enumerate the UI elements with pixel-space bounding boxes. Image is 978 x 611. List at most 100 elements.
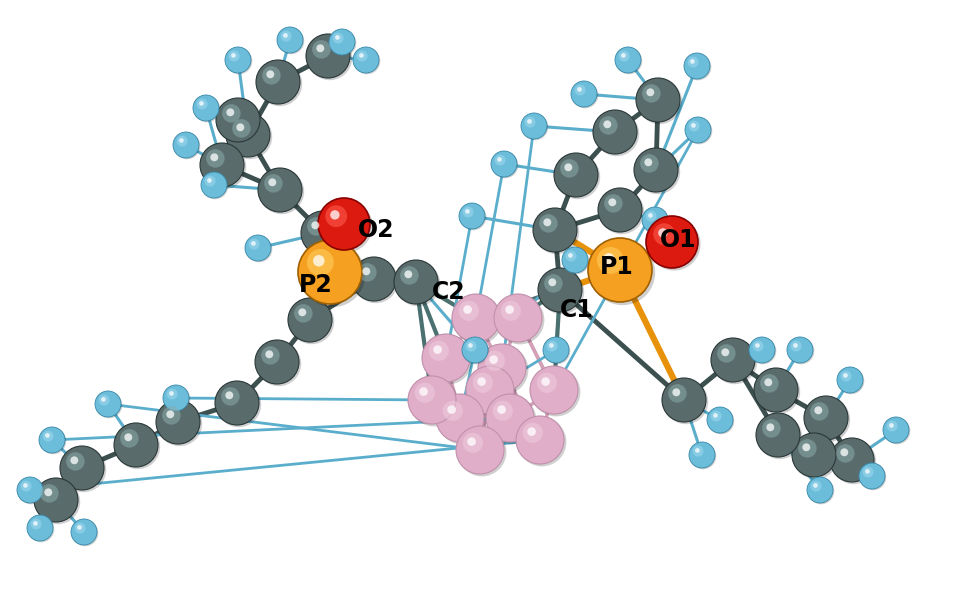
Circle shape: [453, 296, 502, 345]
Circle shape: [810, 481, 821, 492]
Circle shape: [688, 120, 699, 131]
Circle shape: [124, 433, 132, 441]
Circle shape: [288, 298, 332, 342]
Circle shape: [261, 346, 280, 365]
Circle shape: [667, 384, 686, 403]
Circle shape: [792, 343, 797, 348]
Circle shape: [215, 381, 259, 425]
Circle shape: [489, 355, 498, 364]
Circle shape: [200, 143, 244, 187]
Circle shape: [689, 59, 694, 64]
Circle shape: [634, 148, 678, 192]
Circle shape: [21, 481, 31, 492]
Circle shape: [268, 178, 276, 186]
Circle shape: [602, 120, 610, 128]
Circle shape: [500, 301, 520, 321]
Circle shape: [264, 174, 283, 192]
Circle shape: [694, 448, 699, 453]
Circle shape: [882, 417, 908, 443]
Circle shape: [353, 48, 379, 75]
Circle shape: [590, 240, 654, 306]
Circle shape: [803, 396, 847, 440]
Circle shape: [574, 85, 585, 95]
Circle shape: [710, 338, 754, 382]
Circle shape: [194, 96, 220, 122]
Circle shape: [199, 101, 203, 106]
Circle shape: [645, 211, 656, 222]
Circle shape: [791, 433, 835, 477]
Circle shape: [307, 217, 326, 236]
Circle shape: [806, 477, 832, 503]
Circle shape: [555, 155, 600, 199]
Circle shape: [797, 439, 816, 458]
Circle shape: [409, 378, 458, 426]
Circle shape: [393, 260, 437, 304]
Circle shape: [259, 169, 304, 214]
Circle shape: [753, 368, 797, 412]
Circle shape: [245, 236, 272, 262]
Circle shape: [645, 89, 653, 97]
Circle shape: [541, 377, 550, 386]
Circle shape: [463, 207, 473, 218]
Circle shape: [762, 419, 779, 437]
Circle shape: [635, 149, 680, 194]
Circle shape: [594, 111, 639, 156]
Circle shape: [217, 100, 262, 144]
Circle shape: [311, 221, 319, 229]
Circle shape: [353, 258, 398, 303]
Circle shape: [640, 154, 658, 173]
Circle shape: [463, 338, 489, 364]
Circle shape: [561, 247, 588, 273]
Circle shape: [886, 420, 897, 431]
Circle shape: [316, 45, 324, 53]
Circle shape: [319, 200, 373, 252]
Circle shape: [842, 373, 847, 378]
Circle shape: [888, 423, 893, 428]
Circle shape: [637, 79, 682, 124]
Circle shape: [534, 210, 579, 254]
Circle shape: [95, 391, 121, 417]
Circle shape: [802, 444, 810, 452]
Circle shape: [615, 48, 642, 75]
Circle shape: [526, 119, 531, 124]
Circle shape: [40, 484, 59, 503]
Circle shape: [236, 123, 244, 131]
Circle shape: [830, 439, 875, 484]
Circle shape: [593, 110, 637, 154]
Circle shape: [559, 159, 578, 178]
Circle shape: [497, 157, 502, 162]
Circle shape: [603, 194, 622, 213]
Circle shape: [169, 391, 174, 396]
Circle shape: [423, 335, 472, 384]
Circle shape: [428, 341, 449, 361]
Circle shape: [330, 210, 339, 219]
Circle shape: [23, 483, 27, 488]
Circle shape: [522, 423, 543, 443]
Circle shape: [757, 414, 801, 459]
Circle shape: [115, 424, 160, 469]
Circle shape: [467, 437, 475, 446]
Circle shape: [539, 214, 557, 233]
Circle shape: [466, 341, 476, 351]
Circle shape: [298, 309, 306, 316]
Circle shape: [840, 371, 851, 381]
Circle shape: [546, 341, 557, 351]
Circle shape: [358, 263, 377, 282]
Circle shape: [330, 30, 356, 56]
Circle shape: [96, 392, 122, 419]
Circle shape: [602, 253, 614, 265]
Circle shape: [162, 406, 181, 425]
Circle shape: [356, 51, 367, 62]
Circle shape: [599, 116, 617, 134]
Circle shape: [748, 337, 775, 363]
Circle shape: [27, 516, 54, 543]
Circle shape: [99, 395, 110, 406]
Circle shape: [447, 405, 456, 414]
Circle shape: [254, 340, 298, 384]
Circle shape: [614, 47, 641, 73]
Circle shape: [277, 27, 302, 53]
Circle shape: [755, 369, 799, 414]
Circle shape: [786, 337, 812, 363]
Text: P2: P2: [298, 273, 333, 297]
Circle shape: [299, 242, 365, 307]
